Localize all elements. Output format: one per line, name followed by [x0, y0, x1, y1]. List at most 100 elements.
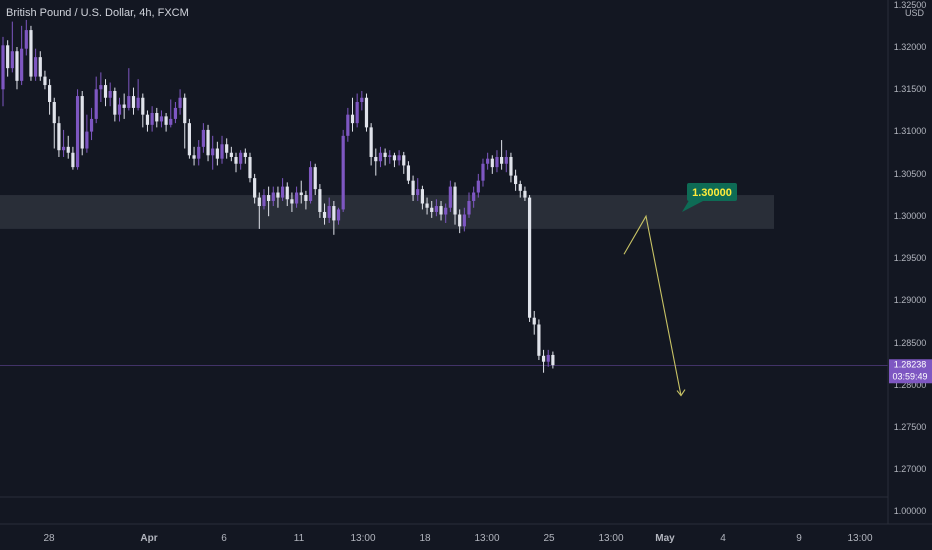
target-callout[interactable]: 1.30000 [682, 183, 737, 212]
candle-body [383, 152, 387, 157]
price-label-badge: 1.28238 03:59:49 [889, 359, 932, 384]
candle-body [276, 192, 280, 198]
candle-body [346, 114, 350, 136]
candle-body [173, 107, 178, 119]
candle-body [527, 197, 532, 318]
candle-body [24, 30, 28, 49]
candle-body [187, 123, 191, 156]
candle-body [551, 354, 555, 366]
candle-body [448, 186, 452, 208]
y-tick-label: 1.31500 [894, 84, 927, 94]
candle-body [122, 104, 126, 108]
candle-body [411, 180, 415, 196]
y-tick-label: 1.28000 [894, 380, 927, 390]
candle-body [294, 192, 299, 204]
candle-body [89, 118, 94, 132]
candle-body [490, 158, 494, 168]
candle-body [299, 192, 303, 196]
candle-body [145, 114, 150, 125]
candle-body [57, 123, 61, 151]
candle-body [523, 190, 527, 198]
candle-body [234, 156, 238, 164]
candle-body [332, 206, 336, 221]
candle-body [99, 85, 103, 90]
candle-body [61, 146, 66, 151]
candle-body [472, 192, 476, 201]
candle-body [131, 96, 136, 108]
x-tick-label: 13:00 [847, 533, 872, 544]
candle-body [514, 175, 518, 185]
currency-label: USD [904, 8, 924, 18]
candle-body [285, 186, 289, 200]
candle-body [169, 118, 173, 125]
x-tick-label: 13:00 [474, 533, 499, 544]
x-tick-label: 9 [796, 533, 802, 544]
candle-body [239, 152, 243, 164]
candle-body [6, 45, 10, 69]
candle-body [1, 45, 5, 90]
candle-body [416, 189, 420, 196]
candle-body [103, 85, 108, 98]
candle-body [248, 156, 252, 179]
target-label: 1.30000 [692, 187, 732, 199]
candle-body [500, 156, 504, 164]
candle-body [476, 180, 480, 193]
y-tick-label: 1.29000 [894, 295, 927, 305]
y-tick-label: 1.28500 [894, 338, 927, 348]
candle-body [406, 165, 411, 181]
candle-body [537, 324, 541, 356]
candle-body [15, 51, 19, 81]
candle-body [136, 97, 140, 108]
candle-body [80, 96, 84, 149]
support-resistance-zone [0, 195, 774, 229]
projection-arrow [623, 214, 682, 396]
projection-arrowhead [676, 389, 686, 397]
candle-body [52, 101, 56, 124]
candle-body [178, 97, 182, 108]
candle-body [29, 30, 33, 77]
candle-body [350, 114, 355, 124]
x-tick-label: 6 [221, 533, 227, 544]
candle-body [71, 152, 75, 168]
candle-body [378, 152, 383, 162]
y-tick-label: 1.00000 [894, 506, 927, 516]
candle-body [164, 116, 168, 125]
price-axis[interactable]: 1.32500 1.32000 1.31500 1.31000 1.30500 1.300… [894, 0, 927, 516]
candle-body [392, 155, 397, 161]
candle-body [430, 207, 434, 212]
candle-body [201, 129, 205, 147]
candle-body [192, 155, 196, 159]
candle-body [206, 129, 210, 156]
candle-body [374, 156, 378, 162]
price-badge-bg [889, 359, 932, 384]
candle-body [364, 97, 369, 128]
x-tick-label: 4 [720, 533, 726, 544]
y-tick-label: 1.27000 [894, 464, 927, 474]
y-tick-label: 1.30000 [894, 211, 927, 221]
candle-body [532, 317, 536, 325]
y-tick-label: 1.32500 [894, 0, 927, 10]
candle-body [402, 155, 406, 166]
candle-body [38, 57, 42, 77]
candle-body [215, 148, 219, 159]
candle-body [257, 197, 261, 207]
candle-body [355, 101, 359, 124]
y-tick-label: 1.31000 [894, 126, 927, 136]
candle-body [486, 158, 490, 164]
candle-body [318, 189, 322, 212]
bar-countdown-label: 03:59:49 [892, 371, 927, 381]
candle-body [444, 207, 448, 215]
candle-body [262, 195, 266, 207]
candle-body [462, 214, 466, 227]
candle-body [10, 51, 14, 69]
candle-body [20, 48, 24, 81]
candle-body [336, 209, 341, 221]
candle-body [341, 135, 345, 210]
candle-body [113, 90, 117, 115]
time-axis[interactable]: 28 Apr 6 11 13:00 18 13:00 25 13:00 May 4 9 13:00 [43, 533, 873, 544]
chart-title: British Pound / U.S. Dollar, 4h, FXCM [6, 7, 189, 19]
candle-body [546, 354, 550, 362]
candle-body [243, 152, 247, 157]
candle-body [211, 148, 215, 156]
